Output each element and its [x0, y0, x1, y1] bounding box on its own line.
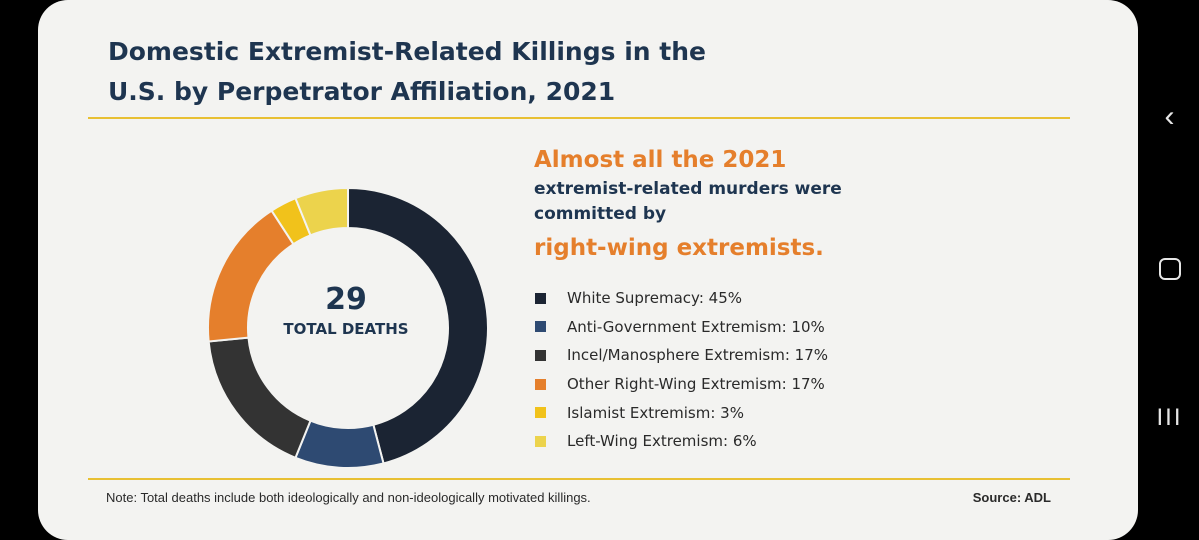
legend-swatch	[535, 321, 546, 333]
donut-slice-left-wing-extremism	[294, 186, 349, 237]
donut-slice-white-supremacy	[347, 186, 489, 465]
total-deaths-value: 29	[325, 282, 367, 317]
legend-swatch	[535, 435, 546, 447]
legend-swatch	[535, 378, 546, 390]
bottom-divider	[88, 478, 1070, 480]
legend-label: Incel/Manosphere Extremism: 17%	[567, 346, 829, 365]
legend-item: Islamist Extremism: 3%	[534, 398, 828, 427]
donut-slice-incel-manosphere-extremism	[207, 336, 312, 460]
legend-swatch	[535, 349, 546, 361]
chart-title: Domestic Extremist-Related Killings in t…	[108, 37, 706, 106]
legend-swatch	[535, 292, 546, 304]
headline-line-1: Almost all the 2021	[534, 147, 787, 173]
legend-label: Left-Wing Extremism: 6%	[567, 432, 757, 451]
home-nav-button[interactable]	[1140, 258, 1199, 285]
legend-item: White Supremacy: 45%	[534, 284, 828, 313]
total-deaths-label: TOTAL DEATHS	[283, 320, 409, 338]
legend-item: Anti-Government Extremism: 10%	[534, 313, 828, 342]
footnote: Note: Total deaths include both ideologi…	[106, 490, 591, 505]
headline-line-4: right-wing extremists.	[534, 235, 824, 261]
legend-label: Islamist Extremism: 3%	[567, 403, 744, 422]
legend-item: Other Right-Wing Extremism: 17%	[534, 370, 828, 399]
recent-apps-nav-button[interactable]: III	[1156, 404, 1183, 431]
home-icon	[1158, 258, 1181, 280]
donut-chart	[207, 186, 489, 469]
legend-label: Anti-Government Extremism: 10%	[567, 317, 825, 336]
headline: Almost all the 2021 extremist-related mu…	[534, 143, 974, 269]
legend-swatch	[535, 407, 546, 419]
top-divider	[88, 117, 1070, 119]
back-nav-button[interactable]: ‹	[1164, 100, 1175, 133]
headline-line-3: committed by	[534, 204, 667, 224]
legend-label: Other Right-Wing Extremism: 17%	[567, 375, 825, 394]
source-label: Source: ADL	[972, 490, 1051, 505]
chart-legend: White Supremacy: 45% Anti-Government Extr…	[534, 284, 828, 456]
legend-item: Left-Wing Extremism: 6%	[534, 427, 828, 456]
legend-item: Incel/Manosphere Extremism: 17%	[534, 341, 828, 370]
legend-label: White Supremacy: 45%	[567, 289, 742, 308]
headline-line-2: extremist-related murders were	[534, 179, 842, 199]
